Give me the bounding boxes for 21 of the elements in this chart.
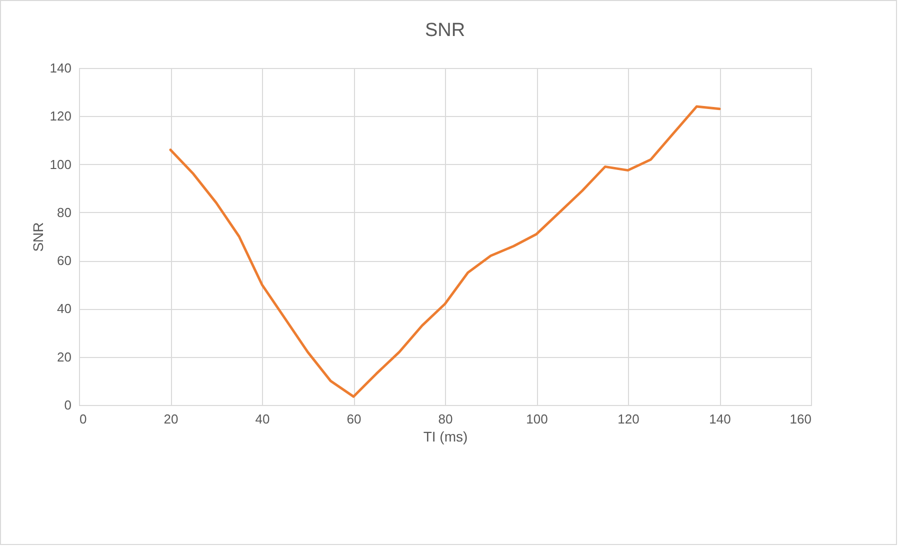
y-tick-label: 20 xyxy=(57,349,72,364)
x-tick-label: 140 xyxy=(709,412,731,426)
x-tick-label: 40 xyxy=(255,412,270,426)
x-tick-label: 100 xyxy=(526,412,548,426)
x-tick-label: 0 xyxy=(80,412,87,426)
y-tick-label: 100 xyxy=(50,156,72,172)
x-tick-label: 20 xyxy=(164,412,178,426)
y-axis-title: SNR xyxy=(30,222,46,252)
x-tick-label: 160 xyxy=(790,412,812,426)
y-tick-label: 140 xyxy=(50,60,72,76)
x-tick-label: 80 xyxy=(438,412,453,426)
y-tick-label: 80 xyxy=(57,204,72,220)
x-tick-label: 60 xyxy=(346,412,362,426)
y-tick-label: 120 xyxy=(50,108,72,124)
chart-title: SNR xyxy=(424,20,466,41)
y-tick-label: 60 xyxy=(57,253,72,268)
y-tick-label: 40 xyxy=(57,301,72,316)
y-tick-label: 0 xyxy=(64,398,72,412)
x-tick-label: 120 xyxy=(618,412,640,426)
x-axis-title: TI (ms) xyxy=(423,428,468,444)
line-series xyxy=(169,105,721,398)
